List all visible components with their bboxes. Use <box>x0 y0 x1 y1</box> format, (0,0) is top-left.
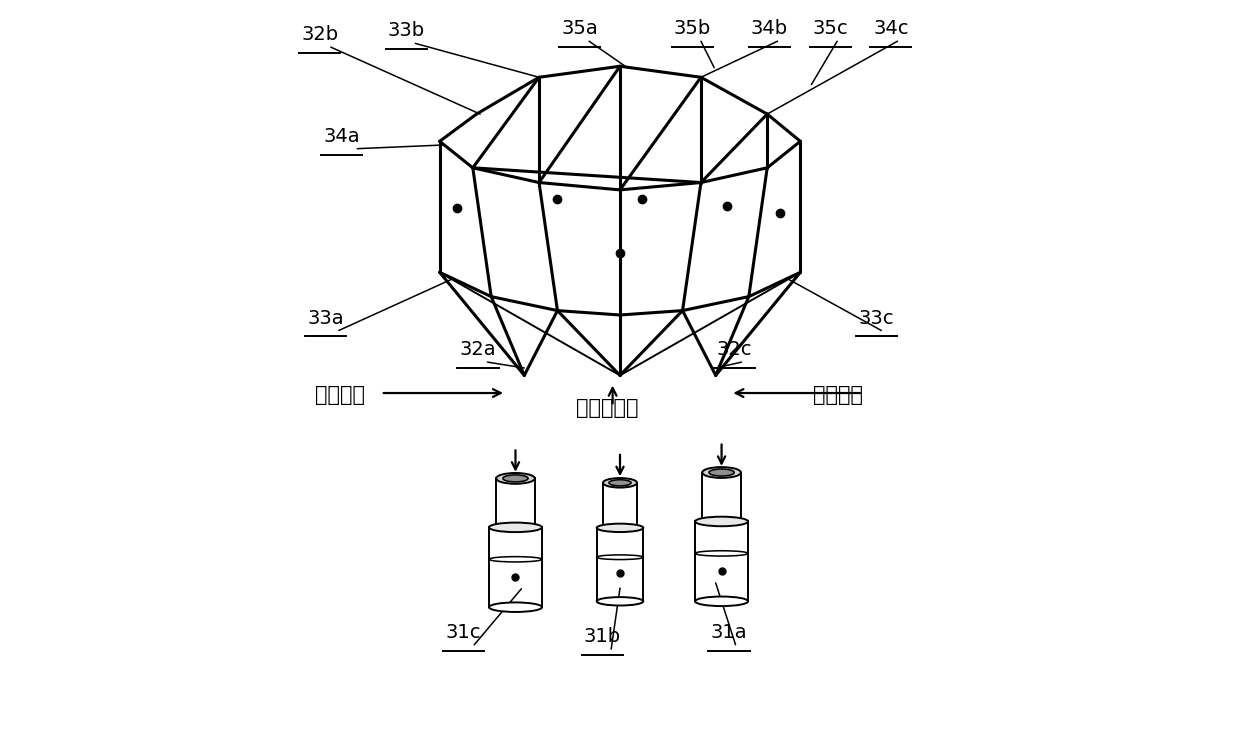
Text: 35b: 35b <box>673 19 711 38</box>
Text: 34b: 34b <box>751 19 787 38</box>
Ellipse shape <box>489 603 542 612</box>
Text: 34a: 34a <box>324 127 360 146</box>
Ellipse shape <box>696 597 748 606</box>
Text: 右侧投影: 右侧投影 <box>813 385 863 406</box>
Text: 正前方投影: 正前方投影 <box>575 398 639 419</box>
Ellipse shape <box>489 523 542 532</box>
Text: 31c: 31c <box>445 623 481 642</box>
FancyBboxPatch shape <box>489 527 542 607</box>
Text: 31a: 31a <box>711 623 748 642</box>
Text: 32a: 32a <box>460 340 496 359</box>
Ellipse shape <box>609 480 631 486</box>
Ellipse shape <box>496 473 534 484</box>
Text: 33a: 33a <box>308 308 343 328</box>
FancyBboxPatch shape <box>496 478 534 527</box>
Ellipse shape <box>596 523 644 532</box>
Ellipse shape <box>596 597 644 606</box>
FancyBboxPatch shape <box>702 473 742 521</box>
Text: 左侧投影: 左侧投影 <box>315 385 365 406</box>
Text: 32b: 32b <box>301 25 339 44</box>
FancyBboxPatch shape <box>603 483 637 528</box>
Ellipse shape <box>696 517 748 526</box>
Text: 35a: 35a <box>562 19 598 38</box>
Text: 31b: 31b <box>584 627 621 646</box>
Ellipse shape <box>603 478 637 487</box>
Ellipse shape <box>503 475 528 482</box>
Text: 35c: 35c <box>812 19 848 38</box>
FancyBboxPatch shape <box>596 528 644 601</box>
Text: 33c: 33c <box>858 308 894 328</box>
Text: 32c: 32c <box>717 340 751 359</box>
Text: 33b: 33b <box>388 21 425 40</box>
Ellipse shape <box>702 467 742 478</box>
Text: 34c: 34c <box>873 19 909 38</box>
FancyBboxPatch shape <box>696 521 748 601</box>
Ellipse shape <box>709 469 734 476</box>
